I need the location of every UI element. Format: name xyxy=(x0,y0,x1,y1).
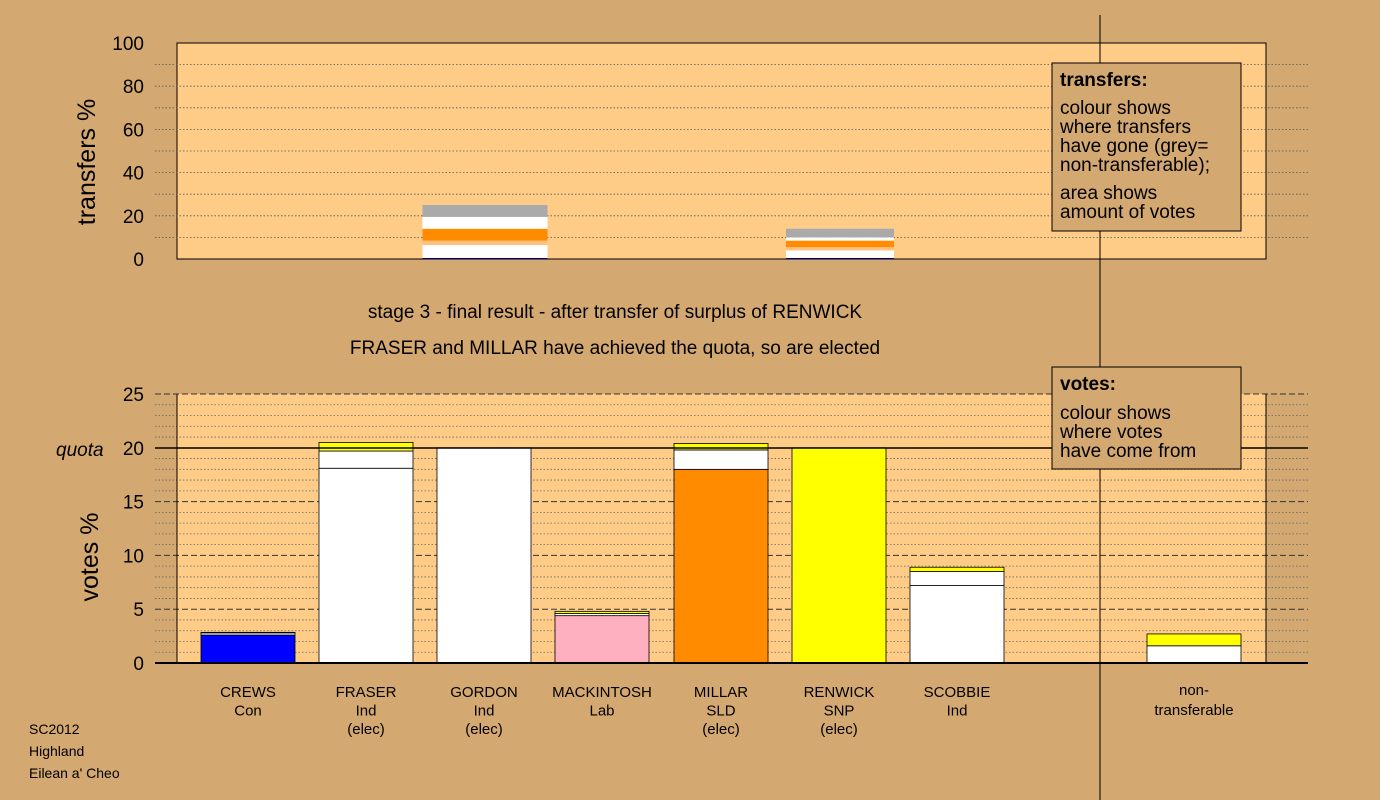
candidate-name: MILLAR xyxy=(694,684,748,701)
vote-bar-segment xyxy=(318,450,414,469)
candidate-labels: CREWSConFRASERInd(elec)GORDONInd(elec)MA… xyxy=(220,684,990,738)
nontransferable-label-1: non- xyxy=(1179,682,1209,699)
votes-legend-line: where votes xyxy=(1059,422,1162,443)
transfers-y-tick-label: 100 xyxy=(112,34,144,55)
candidate-status: (elec) xyxy=(820,721,858,738)
vote-bar-segment xyxy=(318,442,414,452)
votes-legend-line: colour shows xyxy=(1060,403,1171,424)
transfers-legend-line: amount of votes xyxy=(1060,202,1195,223)
candidate-party: SLD xyxy=(706,703,735,720)
vote-bar-segment xyxy=(1146,645,1242,664)
candidate-party: Lab xyxy=(589,703,614,720)
candidate-name: GORDON xyxy=(450,684,518,701)
candidate-party: Ind xyxy=(947,703,968,720)
transfers-legend: transfers: colour shows where transfers … xyxy=(1051,62,1242,232)
transfers-y-tick-label: 20 xyxy=(123,207,144,228)
candidate-name: MACKINTOSH xyxy=(552,684,652,701)
transfer-bar-segment xyxy=(786,240,894,248)
votes-y-tick-label: 25 xyxy=(123,385,144,406)
vote-bar-segment xyxy=(200,631,296,634)
votes-y-tick-label: 20 xyxy=(123,439,144,460)
candidate-name: FRASER xyxy=(336,684,397,701)
transfers-y-tick-label: 60 xyxy=(123,120,144,141)
transfers-legend-line: non-transferable); xyxy=(1060,155,1210,176)
nontransferable-label-2: transferable xyxy=(1154,702,1233,719)
candidate-party: SNP xyxy=(824,703,855,720)
candidate-name: RENWICK xyxy=(804,684,875,701)
votes-legend-line: have come from xyxy=(1060,441,1196,462)
vote-bar-segment xyxy=(673,443,769,451)
footer-ward: Eilean a' Cheo xyxy=(29,765,120,781)
transfers-y-tick-label: 40 xyxy=(123,164,144,185)
transfer-bar-segment xyxy=(786,257,894,259)
vote-bar-segment xyxy=(909,566,1005,572)
transfer-bar-segment xyxy=(786,250,894,258)
vote-bar xyxy=(791,447,887,664)
votes-y-axis-title: votes % xyxy=(76,513,104,602)
vote-bar-segment xyxy=(673,449,769,470)
votes-legend-title: votes: xyxy=(1060,374,1116,395)
candidate-party: Con xyxy=(234,703,262,720)
transfer-bar-segment xyxy=(422,205,548,217)
candidate-status: (elec) xyxy=(347,721,385,738)
transfer-bar-segment xyxy=(422,244,548,258)
vote-bar-segment xyxy=(1146,633,1242,647)
transfer-bar-segment xyxy=(422,228,548,241)
footer-council: Highland xyxy=(29,743,84,759)
vote-bar-segment xyxy=(909,571,1005,586)
candidate-party: Ind xyxy=(474,703,495,720)
transfers-y-axis-title: transfers % xyxy=(73,99,101,225)
vote-bar-segment xyxy=(554,610,650,614)
footer-election: SC2012 xyxy=(29,721,80,737)
vote-bar-segment xyxy=(791,447,887,664)
vote-bar xyxy=(673,443,769,664)
vote-bar-segment xyxy=(318,467,414,664)
votes-y-tick-label: 0 xyxy=(133,654,144,675)
vote-bar-segment xyxy=(436,447,532,664)
transfer-bar-segment xyxy=(786,228,894,238)
transfers-legend-line: colour shows xyxy=(1060,98,1171,119)
vote-bar-segment xyxy=(554,615,650,664)
vote-bar xyxy=(436,447,532,664)
votes-y-tick-label: 5 xyxy=(133,600,144,621)
vote-bar xyxy=(909,566,1005,664)
candidate-status: (elec) xyxy=(702,721,740,738)
candidate-name: SCOBBIE xyxy=(924,684,991,701)
quota-label: quota xyxy=(56,440,104,461)
transfer-bar-segment xyxy=(422,240,548,245)
votes-y-tick-label: 10 xyxy=(123,546,144,567)
vote-bar xyxy=(1146,633,1242,664)
vote-bar-segment xyxy=(200,634,296,664)
votes-legend-box xyxy=(1051,366,1242,470)
elected-heading: FRASER and MILLAR have achieved the quot… xyxy=(350,338,880,359)
votes-y-tick-label: 15 xyxy=(123,493,144,514)
transfer-bar-segment xyxy=(786,237,894,241)
vote-bar xyxy=(318,442,414,664)
transfers-legend-title: transfers: xyxy=(1060,70,1148,91)
vote-bar xyxy=(554,610,650,664)
transfers-y-tick-label: 80 xyxy=(123,77,144,98)
transfers-y-tick-label: 0 xyxy=(133,250,144,271)
stage-heading: stage 3 - final result - after transfer … xyxy=(368,302,863,323)
vote-bar-segment xyxy=(673,468,769,664)
candidate-status: (elec) xyxy=(465,721,503,738)
transfers-legend-line: area shows xyxy=(1060,183,1157,204)
transfer-bar-segment xyxy=(422,257,548,259)
transfers-y-tick-labels: 0 20 40 60 80 100 xyxy=(112,34,144,271)
votes-bars xyxy=(200,442,1242,664)
transfers-legend-box xyxy=(1051,62,1242,232)
candidate-name: CREWS xyxy=(220,684,276,701)
vote-bar xyxy=(200,631,296,664)
transfers-bars xyxy=(422,205,894,259)
transfers-legend-line: where transfers xyxy=(1059,117,1191,138)
votes-y-tick-labels: 0 5 10 15 20 25 xyxy=(123,385,144,675)
votes-legend: votes: colour shows where votes have com… xyxy=(1051,366,1242,470)
vote-bar-segment xyxy=(909,585,1005,664)
transfer-bar-segment xyxy=(786,247,894,251)
candidate-party: Ind xyxy=(356,703,377,720)
transfer-bar-segment xyxy=(422,216,548,229)
transfers-legend-line: have gone (grey= xyxy=(1060,136,1208,157)
